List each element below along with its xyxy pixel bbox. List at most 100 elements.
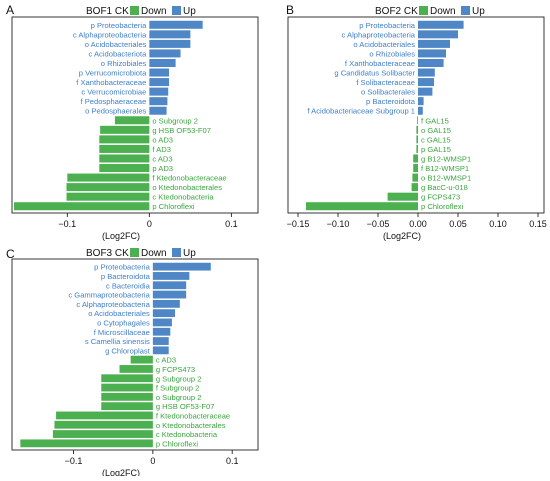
bar-label: o Acidobacteriales bbox=[85, 40, 147, 49]
bar-down bbox=[66, 183, 150, 192]
bar-up bbox=[152, 262, 211, 271]
legend-down-swatch bbox=[130, 248, 139, 257]
bar-down bbox=[54, 420, 153, 429]
bar-label: o Subgroup 2 bbox=[156, 393, 202, 402]
panel-letter: C bbox=[6, 247, 15, 261]
bar-down bbox=[99, 135, 150, 144]
bar-down bbox=[101, 402, 153, 411]
bar-label: c Alphaproteobacteria bbox=[342, 30, 416, 39]
bar-up bbox=[152, 327, 171, 336]
bar-label: p Proteobacteria bbox=[91, 21, 147, 30]
bar-label: f Acidobacteriaceae Subgroup 1 bbox=[307, 107, 415, 116]
legend-up-swatch bbox=[172, 6, 181, 15]
x-tick-label: 0.10 bbox=[489, 219, 507, 229]
bar-label: f Ktedonobacteraceae bbox=[152, 174, 226, 183]
bar-down bbox=[417, 116, 418, 125]
bar-up bbox=[152, 309, 176, 318]
panel-letter: A bbox=[6, 3, 14, 17]
x-tick-label: −0.1 bbox=[58, 219, 76, 229]
bar-up bbox=[149, 78, 170, 87]
bar-up bbox=[418, 78, 434, 87]
bar-label: c GAL15 bbox=[421, 135, 451, 144]
bar-label: f Xanthobacteraceae bbox=[76, 78, 146, 87]
bar-up bbox=[152, 318, 172, 327]
bar-down bbox=[416, 125, 418, 134]
bar-up bbox=[149, 58, 176, 67]
x-tick-label: −0.15 bbox=[287, 219, 310, 229]
bar-down bbox=[20, 439, 153, 448]
bar-label: o AD3 bbox=[152, 135, 173, 144]
bar-label: p Chloroflexi bbox=[152, 202, 195, 211]
bar-label: o B12-WMSP1 bbox=[421, 174, 471, 183]
bar-up bbox=[152, 346, 169, 355]
bar-label: c Gammaproteobacteria bbox=[68, 291, 150, 300]
bar-label: c Bacteroidia bbox=[106, 281, 151, 290]
bar-label: g B12-WMSP1 bbox=[421, 154, 471, 163]
x-axis-label: (Log2FC) bbox=[102, 468, 140, 476]
bar-down bbox=[100, 125, 150, 134]
bar-label: c Acidobacteriota bbox=[89, 49, 148, 58]
legend-up-swatch bbox=[172, 248, 181, 257]
bar-label: f Solibacteraceae bbox=[356, 78, 415, 87]
bar-label: g HSB OF53-F07 bbox=[152, 126, 211, 135]
bar-label: c AD3 bbox=[152, 154, 172, 163]
bar-label: f Pedosphaeraceae bbox=[80, 97, 146, 106]
bar-label: p Bacteroidota bbox=[366, 97, 416, 106]
bar-label: p Proteobacteria bbox=[359, 21, 415, 30]
x-tick-label: −0.05 bbox=[367, 219, 390, 229]
bar-label: o Rhizobiales bbox=[369, 49, 415, 58]
bar-down bbox=[114, 116, 150, 125]
bar-label: g Subgroup 2 bbox=[156, 374, 202, 383]
legend-down-swatch bbox=[130, 6, 139, 15]
legend-up-label: Up bbox=[472, 6, 485, 17]
x-tick-label: −0.1 bbox=[65, 456, 83, 466]
x-tick-label: 0.00 bbox=[409, 219, 427, 229]
bar-label: g BacC-u-018 bbox=[421, 183, 468, 192]
bar-down bbox=[411, 183, 418, 192]
bar-label: p Proteobacteria bbox=[94, 263, 150, 272]
bar-up bbox=[149, 30, 191, 39]
bar-up bbox=[149, 39, 191, 48]
x-axis-label: (Log2FC) bbox=[383, 231, 421, 241]
panel-letter: B bbox=[286, 3, 294, 17]
x-tick-label: −0.10 bbox=[327, 219, 350, 229]
plot-frame bbox=[287, 16, 545, 214]
bar-up bbox=[418, 39, 450, 48]
bar-label: f GAL15 bbox=[421, 116, 449, 125]
bar-down bbox=[56, 411, 153, 420]
bar-up bbox=[418, 87, 433, 96]
x-axis-label: (Log2FC) bbox=[102, 231, 140, 241]
plot-frame bbox=[11, 258, 259, 451]
legend-down-label: Down bbox=[430, 6, 456, 17]
bar-up bbox=[152, 337, 169, 345]
bar-label: f Subgroup 2 bbox=[156, 384, 200, 393]
bar-up bbox=[149, 68, 170, 77]
panel-title: BOF3 CK bbox=[86, 248, 129, 259]
bar-label: c Alphaproteobacteria bbox=[76, 300, 150, 309]
bar-label: g HSB OF53-F07 bbox=[156, 402, 215, 411]
x-tick-label: 0.1 bbox=[225, 219, 238, 229]
bar-down bbox=[101, 383, 153, 392]
bar-label: o Subgroup 2 bbox=[152, 116, 198, 125]
bar-up bbox=[418, 106, 423, 115]
bar-label: o Rhizobiales bbox=[101, 59, 147, 68]
bar-up bbox=[152, 272, 190, 280]
bar-label: c Ktedonobacteria bbox=[156, 430, 218, 439]
bar-label: g FCPS473 bbox=[421, 193, 460, 202]
bar-up bbox=[149, 87, 169, 96]
bar-up bbox=[152, 290, 187, 299]
bar-label: f Ktedonobacteraceae bbox=[156, 411, 230, 420]
bar-label: o Solibacterales bbox=[361, 88, 415, 97]
x-tick-label: 0 bbox=[150, 456, 155, 466]
bar-label: o Acidobacteriales bbox=[353, 40, 415, 49]
bar-up bbox=[149, 49, 181, 58]
bar-label: o GAL15 bbox=[421, 126, 451, 135]
bar-down bbox=[99, 154, 150, 163]
bar-down bbox=[99, 164, 150, 173]
bar-down bbox=[99, 144, 150, 153]
bar-label: p Chloroflexi bbox=[421, 202, 464, 211]
panel-title: BOF2 CK bbox=[375, 6, 418, 17]
bar-up bbox=[418, 97, 424, 106]
bar-label: c Verrucomicrobiae bbox=[81, 88, 146, 97]
